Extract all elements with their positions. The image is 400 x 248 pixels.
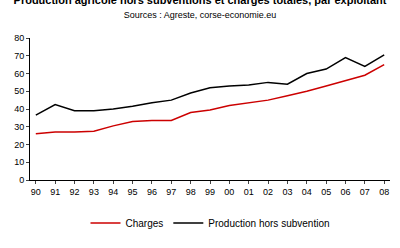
svg-text:92: 92 xyxy=(70,187,80,197)
svg-text:05: 05 xyxy=(321,187,331,197)
svg-text:10: 10 xyxy=(14,157,24,167)
svg-text:Charges: Charges xyxy=(126,218,164,229)
svg-text:94: 94 xyxy=(108,187,118,197)
svg-text:06: 06 xyxy=(340,187,350,197)
svg-text:20: 20 xyxy=(14,140,24,150)
svg-text:50: 50 xyxy=(14,86,24,96)
svg-text:04: 04 xyxy=(302,187,312,197)
svg-text:99: 99 xyxy=(205,187,215,197)
svg-text:95: 95 xyxy=(128,187,138,197)
svg-text:90: 90 xyxy=(31,187,41,197)
svg-text:97: 97 xyxy=(166,187,176,197)
svg-text:98: 98 xyxy=(186,187,196,197)
svg-text:01: 01 xyxy=(244,187,254,197)
svg-text:40: 40 xyxy=(14,104,24,114)
svg-text:91: 91 xyxy=(50,187,60,197)
svg-text:0: 0 xyxy=(19,175,24,185)
svg-text:00: 00 xyxy=(224,187,234,197)
svg-text:93: 93 xyxy=(89,187,99,197)
svg-text:96: 96 xyxy=(147,187,157,197)
svg-text:80: 80 xyxy=(14,33,24,43)
svg-text:Production agricole hors subve: Production agricole hors subventions et … xyxy=(14,0,387,20)
svg-text:70: 70 xyxy=(14,51,24,61)
svg-text:03: 03 xyxy=(282,187,292,197)
svg-text:Production hors subvention: Production hors subvention xyxy=(208,218,329,229)
svg-text:07: 07 xyxy=(360,187,370,197)
svg-text:08: 08 xyxy=(379,187,389,197)
svg-text:60: 60 xyxy=(14,69,24,79)
svg-text:30: 30 xyxy=(14,122,24,132)
svg-text:02: 02 xyxy=(263,187,273,197)
